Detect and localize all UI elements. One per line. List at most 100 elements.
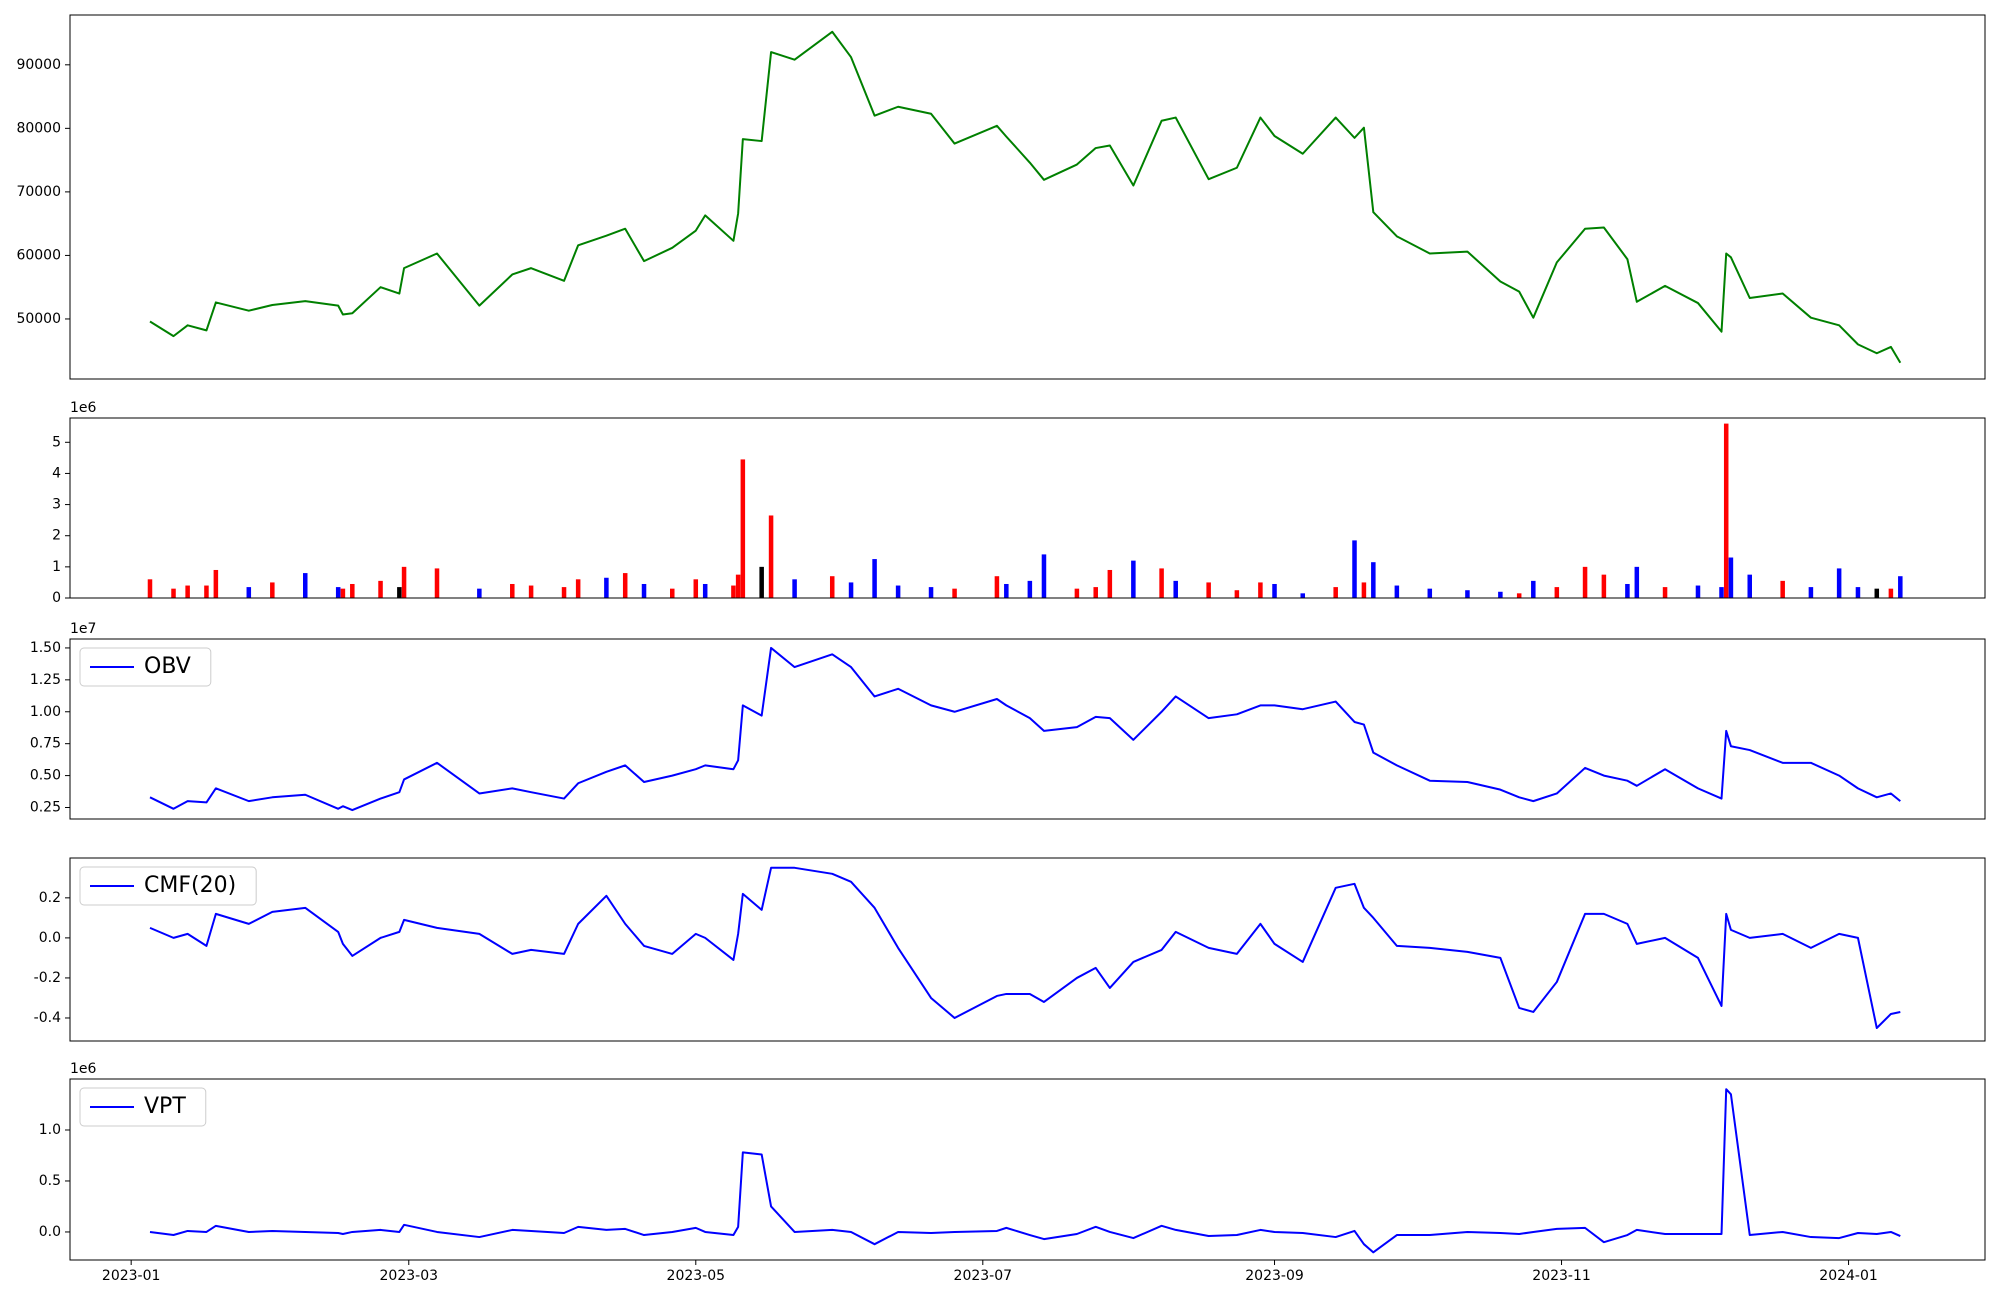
volume-bar	[1662, 587, 1668, 598]
y-tick-label: 2	[52, 528, 61, 544]
volume-bar	[792, 579, 797, 598]
volume-bar	[759, 566, 764, 598]
offset-label: 1e6	[70, 400, 97, 416]
volume-bar	[1352, 540, 1357, 598]
volume-bar	[1300, 593, 1306, 598]
volume-bar	[204, 585, 209, 598]
volume-bar	[1004, 583, 1009, 598]
volume-bar	[1582, 566, 1588, 598]
volume-bar	[693, 579, 699, 598]
volume-bar	[670, 588, 675, 598]
legend-box	[79, 866, 257, 906]
volume-bar	[604, 577, 609, 598]
legend-label: OBV	[144, 654, 191, 679]
volume-bar	[952, 588, 957, 598]
axes-frame	[69, 638, 1986, 820]
volume-bar	[1728, 557, 1734, 598]
y-tick-label: 0.5	[39, 1173, 61, 1189]
volume-bar	[1206, 582, 1211, 598]
volume-bar	[622, 573, 628, 598]
volume-bar	[1041, 554, 1047, 598]
volume-bar	[994, 576, 1000, 598]
volume-bar	[1836, 568, 1842, 598]
volume-bar	[1258, 582, 1263, 598]
volume-bar	[1498, 591, 1503, 598]
volume-bar	[1625, 583, 1630, 598]
volume-bar	[702, 583, 708, 598]
volume-bar	[1780, 580, 1785, 598]
y-tick-label: 0.0	[39, 1224, 61, 1240]
y-tick-label: -0.2	[34, 970, 61, 986]
volume-bar	[1601, 574, 1607, 598]
x-tick-label: 2023-07	[954, 1268, 1013, 1284]
volume-bar	[575, 579, 581, 598]
volume-bar	[185, 585, 190, 598]
volume-bar	[510, 583, 515, 598]
volume-bar	[1234, 590, 1240, 598]
volume-bar	[1272, 583, 1277, 598]
volume-bar	[1888, 588, 1894, 598]
volume-bar	[246, 587, 252, 598]
volume-bar	[1747, 574, 1753, 598]
legend-box	[79, 647, 212, 687]
axes-frame	[69, 417, 1986, 599]
offset-label: 1e7	[70, 621, 96, 637]
volume-bar	[1634, 566, 1640, 598]
volume-bar	[1719, 587, 1724, 598]
y-tick-label: 0.50	[30, 768, 61, 784]
volume-bar	[1333, 587, 1338, 598]
volume-bar	[1808, 587, 1814, 598]
volume-bar	[434, 568, 440, 598]
volume-bar	[829, 576, 835, 598]
volume-bar	[1427, 588, 1433, 598]
volume-bar	[378, 580, 383, 598]
volume-bar	[735, 574, 741, 598]
axes-frame	[69, 1078, 1986, 1261]
volume-bar	[401, 566, 407, 598]
volume-bar	[1874, 588, 1880, 598]
y-tick-label: 0	[52, 590, 61, 606]
volume-bar	[213, 569, 219, 598]
legend-box	[79, 1087, 207, 1127]
volume-bar	[340, 588, 346, 598]
x-tick-label: 2023-01	[102, 1268, 161, 1284]
y-tick-label: 3	[52, 497, 61, 513]
x-tick-label: 2023-05	[667, 1268, 726, 1284]
y-tick-label: 60000	[16, 247, 61, 263]
volume-bar	[270, 582, 275, 598]
x-tick-label: 2023-03	[380, 1268, 439, 1284]
y-tick-label: 5	[52, 434, 61, 450]
volume-bar	[1723, 423, 1729, 598]
legend-label: VPT	[144, 1094, 186, 1119]
volume-bar	[928, 587, 934, 598]
y-tick-label: 0.2	[39, 890, 61, 906]
volume-bar	[1516, 593, 1522, 598]
volume-bar	[768, 515, 774, 598]
y-tick-label: 70000	[16, 184, 61, 200]
volume-bar	[1855, 587, 1861, 598]
volume-bar	[1159, 568, 1164, 598]
volume-bar	[528, 585, 534, 598]
y-tick-label: 1.0	[39, 1122, 61, 1138]
x-tick-label: 2024-01	[1819, 1268, 1878, 1284]
series-line	[149, 30, 1902, 364]
x-tick-label: 2023-11	[1532, 1268, 1591, 1284]
series-line	[149, 646, 1901, 812]
volume-bar	[1898, 576, 1903, 598]
volume-bar	[561, 587, 567, 598]
volume-bar	[1394, 585, 1400, 598]
volume-bar	[895, 585, 901, 598]
volume-bar	[335, 587, 341, 598]
legend-label: CMF(20)	[144, 873, 236, 898]
volume-bar	[1027, 580, 1033, 598]
volume-bar	[641, 583, 647, 598]
y-tick-label: -0.4	[34, 1010, 61, 1026]
volume-bar	[147, 579, 153, 598]
volume-bar	[1074, 588, 1080, 598]
x-tick-label: 2023-09	[1245, 1268, 1304, 1284]
volume-bar	[1554, 587, 1560, 598]
volume-bar	[740, 459, 746, 598]
volume-bar	[1531, 580, 1536, 598]
